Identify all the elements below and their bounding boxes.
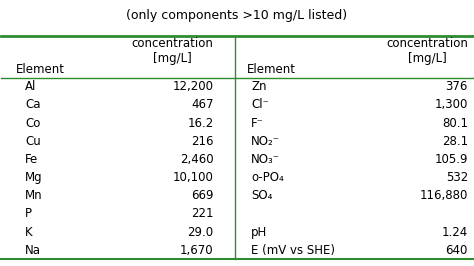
Text: 116,880: 116,880 xyxy=(419,189,468,202)
Text: Fe: Fe xyxy=(25,153,38,166)
Text: 216: 216 xyxy=(191,135,213,148)
Text: Co: Co xyxy=(25,117,40,130)
Text: E (mV vs SHE): E (mV vs SHE) xyxy=(251,244,335,257)
Text: 467: 467 xyxy=(191,98,213,111)
Text: SO₄: SO₄ xyxy=(251,189,273,202)
Text: pH: pH xyxy=(251,226,267,239)
Text: 669: 669 xyxy=(191,189,213,202)
Text: 1,670: 1,670 xyxy=(180,244,213,257)
Text: 1.24: 1.24 xyxy=(442,226,468,239)
Text: Al: Al xyxy=(25,80,36,93)
Text: K: K xyxy=(25,226,33,239)
Text: concentration
[mg/L]: concentration [mg/L] xyxy=(386,37,468,65)
Text: 1,300: 1,300 xyxy=(435,98,468,111)
Text: P: P xyxy=(25,207,32,221)
Text: Element: Element xyxy=(246,63,295,76)
Text: concentration
[mg/L]: concentration [mg/L] xyxy=(132,37,213,65)
Text: Cu: Cu xyxy=(25,135,41,148)
Text: 221: 221 xyxy=(191,207,213,221)
Text: Mg: Mg xyxy=(25,171,43,184)
Text: 640: 640 xyxy=(446,244,468,257)
Text: NO₃⁻: NO₃⁻ xyxy=(251,153,280,166)
Text: 10,100: 10,100 xyxy=(173,171,213,184)
Text: 376: 376 xyxy=(446,80,468,93)
Text: 80.1: 80.1 xyxy=(442,117,468,130)
Text: Ca: Ca xyxy=(25,98,40,111)
Text: 532: 532 xyxy=(446,171,468,184)
Text: 16.2: 16.2 xyxy=(187,117,213,130)
Text: 29.0: 29.0 xyxy=(187,226,213,239)
Text: o-PO₄: o-PO₄ xyxy=(251,171,284,184)
Text: (only components >10 mg/L listed): (only components >10 mg/L listed) xyxy=(127,9,347,22)
Text: Mn: Mn xyxy=(25,189,43,202)
Text: Element: Element xyxy=(16,63,64,76)
Text: Cl⁻: Cl⁻ xyxy=(251,98,269,111)
Text: 105.9: 105.9 xyxy=(434,153,468,166)
Text: 12,200: 12,200 xyxy=(173,80,213,93)
Text: Zn: Zn xyxy=(251,80,267,93)
Text: NO₂⁻: NO₂⁻ xyxy=(251,135,280,148)
Text: Na: Na xyxy=(25,244,41,257)
Text: 2,460: 2,460 xyxy=(180,153,213,166)
Text: F⁻: F⁻ xyxy=(251,117,264,130)
Text: 28.1: 28.1 xyxy=(442,135,468,148)
